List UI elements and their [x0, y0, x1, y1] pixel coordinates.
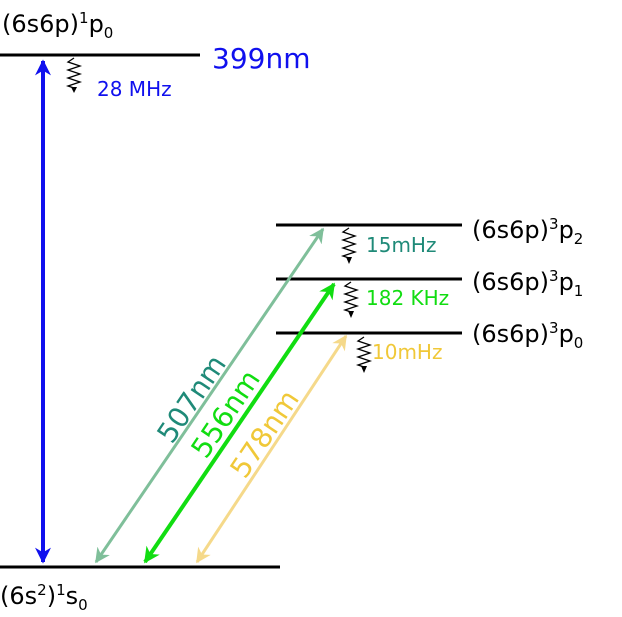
linewidth-label-15mhz: 15mHz: [366, 233, 436, 257]
transition-arrow-578nm: [195, 334, 348, 564]
level-label-1p0: (6s6p)1p0: [2, 9, 113, 42]
decay-squiggle-icon: [65, 57, 83, 93]
linewidth-label-10mhz: 10mHz: [372, 340, 442, 364]
linewidth-label-182khz: 182 KHz: [366, 286, 449, 310]
decay-squiggle-icon: [342, 281, 360, 318]
level-label-3p0: (6s6p)3p0: [472, 319, 583, 352]
wavelength-label-399nm: 399nm: [212, 42, 310, 75]
level-label-3p1: (6s6p)3p1: [472, 267, 583, 300]
linewidth-label-28mhz: 28 MHz: [97, 77, 172, 101]
decay-squiggle-icon: [355, 336, 373, 373]
decay-squiggle-icon: [340, 227, 358, 264]
level-label-3p2: (6s6p)3p2: [472, 215, 583, 248]
level-label-ground: (6s2)1s0: [0, 581, 88, 614]
